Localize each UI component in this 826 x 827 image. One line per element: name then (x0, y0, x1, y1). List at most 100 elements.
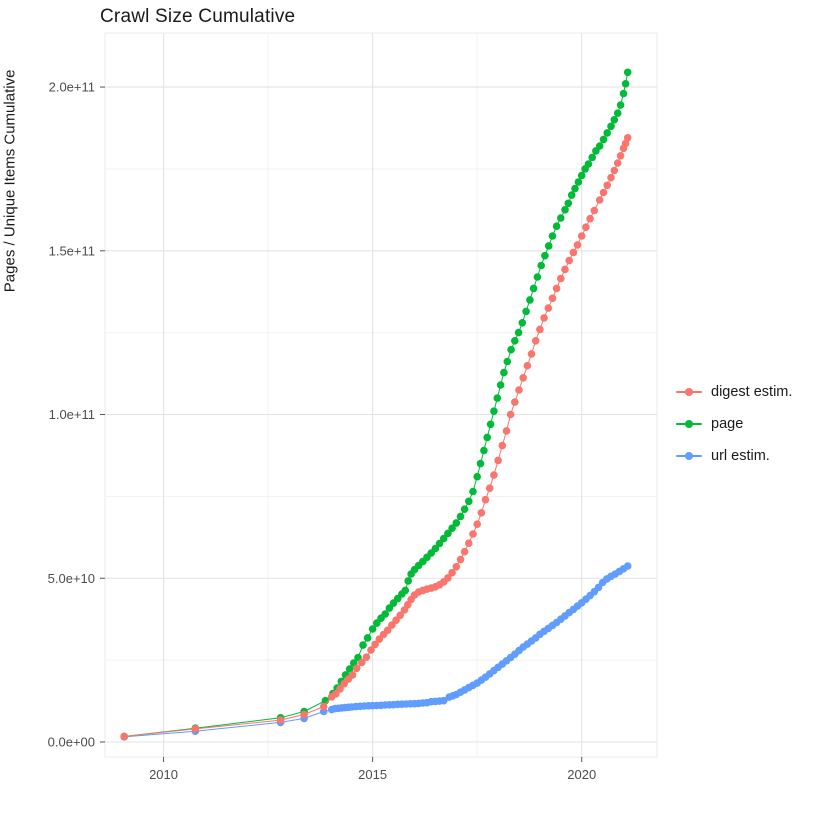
data-point-digest-estim- (519, 374, 527, 382)
legend-key-dot-icon (685, 388, 693, 396)
data-point-digest-estim- (523, 361, 532, 370)
data-point-digest-estim- (610, 166, 619, 175)
data-point-page (503, 357, 512, 366)
data-point-page (544, 242, 553, 250)
data-point-digest-estim- (396, 611, 405, 620)
data-point-page (444, 529, 452, 538)
data-point-page (607, 122, 615, 131)
data-point-page (564, 199, 573, 208)
data-point-page (359, 641, 367, 649)
data-point-page (431, 544, 440, 553)
data-point-digest-estim- (613, 159, 622, 167)
data-point-page (490, 407, 498, 416)
data-point-digest-estim- (536, 325, 544, 334)
x-tick-label: 2010 (149, 767, 178, 782)
y-tick-label: 1.0e+11 (49, 407, 95, 422)
data-point-page (363, 634, 372, 642)
data-point-page (529, 284, 538, 293)
panel (104, 32, 658, 758)
data-point-digest-estim- (473, 520, 482, 528)
data-point-digest-estim- (362, 653, 371, 661)
data-point-page (616, 101, 625, 109)
data-point-digest-estim- (548, 294, 557, 303)
y-tick-label: 1.5e+11 (49, 243, 95, 258)
data-point-digest-estim- (358, 658, 366, 667)
legend-item-digest-estim-: digest estim. (676, 376, 792, 408)
data-point-digest-estim- (511, 398, 519, 406)
data-point-digest-estim- (444, 574, 452, 582)
data-point-digest-estim- (477, 509, 486, 517)
data-point-digest-estim- (469, 530, 477, 538)
data-point-digest-estim- (300, 710, 308, 719)
data-point-url-estim- (623, 562, 632, 570)
data-point-page (599, 135, 608, 144)
data-point-digest-estim- (544, 304, 553, 312)
data-point-digest-estim- (485, 484, 494, 493)
data-point-page (469, 487, 477, 496)
data-point-digest-estim- (352, 664, 361, 673)
data-point-digest-estim- (595, 196, 604, 204)
data-point-digest-estim- (465, 539, 473, 547)
data-point-digest-estim- (590, 206, 599, 215)
data-point-page (619, 89, 628, 98)
data-point-digest-estim- (565, 256, 573, 265)
data-point-page (448, 524, 456, 532)
data-point-page (514, 328, 523, 337)
data-point-digest-estim- (383, 626, 392, 635)
data-point-page (561, 206, 569, 214)
chart-title: Crawl Size Cumulative (100, 6, 296, 27)
data-point-page (541, 251, 549, 260)
data-point-page (557, 214, 565, 222)
data-point-digest-estim- (191, 725, 200, 733)
data-point-page (381, 610, 390, 618)
data-point-page (567, 191, 576, 199)
data-point-digest-estim- (452, 563, 461, 571)
data-point-page (577, 171, 586, 180)
data-point-page (595, 142, 604, 150)
data-point-digest-estim- (561, 265, 569, 274)
legend-item-url-estim-: url estim. (676, 440, 792, 472)
data-point-digest-estim- (573, 241, 582, 249)
data-point-page (526, 296, 534, 304)
legend-item-page: page (676, 408, 792, 440)
data-point-digest-estim- (371, 640, 379, 649)
legend-label: url estim. (711, 448, 770, 464)
data-point-page (603, 129, 611, 137)
data-point-page (452, 519, 461, 527)
data-point-page (465, 497, 473, 506)
data-point-page (613, 109, 622, 117)
data-point-page (574, 178, 583, 186)
data-point-digest-estim- (506, 410, 515, 419)
data-point-digest-estim- (531, 337, 540, 345)
data-point-digest-estim- (603, 181, 611, 190)
data-point-page (401, 586, 410, 595)
x-tick-label: 2020 (567, 767, 596, 782)
data-point-digest-estim- (490, 471, 498, 479)
data-point-page (345, 665, 354, 673)
data-point-page (552, 222, 561, 230)
legend-label: page (711, 416, 744, 432)
data-point-page (518, 319, 527, 327)
data-point-digest-estim- (319, 702, 328, 711)
data-point-digest-estim- (540, 314, 548, 322)
data-point-digest-estim- (515, 386, 523, 394)
y-axis-title: Pages / Unique Items Cumulative (1, 69, 19, 293)
data-point-digest-estim- (348, 671, 357, 679)
data-point-page (537, 261, 545, 270)
data-point-digest-estim- (582, 223, 590, 231)
data-point-page (385, 604, 394, 612)
legend-label: digest estim. (711, 384, 793, 400)
data-point-page (623, 68, 632, 77)
legend-key-dot-icon (685, 452, 693, 460)
data-point-digest-estim- (557, 274, 565, 283)
data-point-digest-estim- (332, 690, 340, 698)
legend-key-swatch (676, 448, 702, 464)
data-point-digest-estim- (460, 547, 469, 556)
data-point-page (473, 472, 482, 481)
data-point-page (511, 337, 519, 345)
data-point-digest-estim- (607, 173, 615, 182)
data-point-digest-estim- (569, 248, 578, 257)
data-point-page (493, 394, 502, 402)
